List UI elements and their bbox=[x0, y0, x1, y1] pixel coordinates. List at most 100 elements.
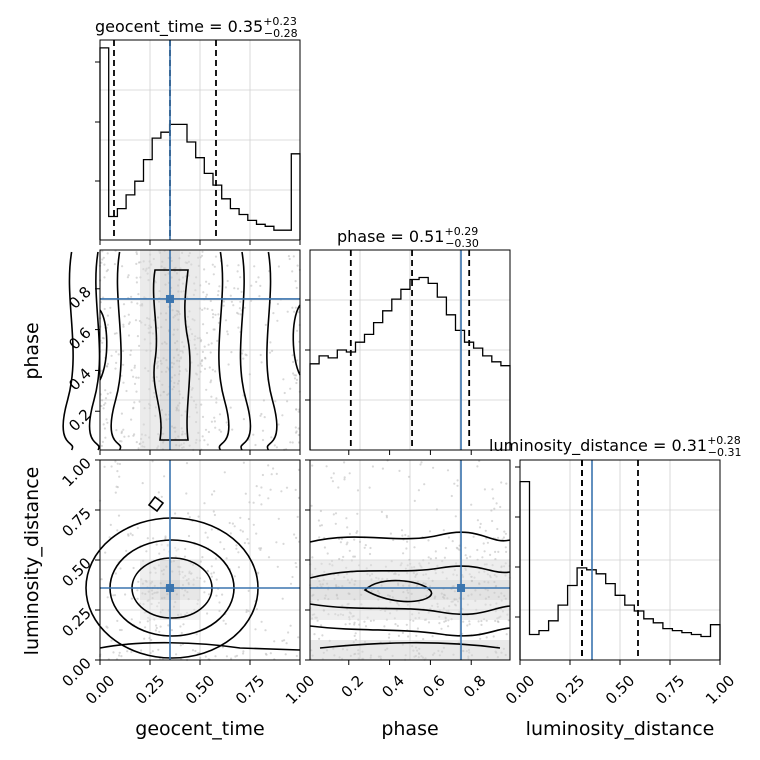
sample-point bbox=[114, 367, 117, 370]
sample-point bbox=[163, 475, 166, 478]
sample-point bbox=[135, 251, 138, 254]
sample-point bbox=[241, 530, 244, 533]
sample-point bbox=[297, 636, 300, 639]
sample-point bbox=[207, 430, 210, 434]
sample-point bbox=[122, 323, 125, 326]
density-cell bbox=[490, 580, 510, 600]
x-tick-label-luminosity_distance: 0.75 bbox=[652, 672, 688, 708]
density-cell bbox=[370, 600, 390, 620]
sample-point bbox=[144, 626, 147, 629]
density-cell bbox=[180, 250, 200, 270]
sample-point bbox=[277, 423, 280, 426]
sample-point bbox=[225, 655, 228, 658]
sample-point bbox=[217, 290, 220, 293]
sample-point bbox=[294, 562, 297, 565]
sample-point bbox=[285, 642, 288, 645]
sample-point bbox=[240, 290, 243, 293]
sample-point bbox=[274, 400, 277, 403]
density-cell bbox=[180, 310, 200, 330]
sample-point bbox=[212, 510, 215, 513]
sample-point bbox=[226, 279, 229, 283]
sample-point bbox=[200, 254, 204, 257]
sample-point bbox=[160, 495, 163, 498]
sample-point bbox=[101, 250, 104, 253]
sample-point bbox=[297, 410, 300, 413]
sample-point bbox=[464, 554, 467, 557]
sample-point bbox=[443, 556, 446, 559]
sample-point bbox=[445, 547, 448, 550]
sample-point bbox=[480, 623, 483, 627]
sample-point bbox=[282, 542, 285, 546]
sample-point bbox=[435, 508, 438, 511]
sample-point bbox=[469, 555, 472, 558]
sample-point bbox=[253, 265, 256, 268]
sample-point bbox=[106, 421, 109, 424]
sample-point bbox=[204, 356, 207, 359]
contour-line bbox=[292, 304, 301, 376]
sample-point bbox=[212, 313, 215, 316]
sample-point bbox=[205, 280, 208, 283]
sample-point bbox=[281, 414, 284, 417]
sample-point bbox=[442, 529, 445, 532]
density-cell bbox=[330, 560, 350, 580]
sample-point bbox=[385, 516, 388, 519]
sample-point bbox=[295, 408, 298, 411]
sample-point bbox=[191, 649, 195, 652]
sample-point bbox=[110, 354, 113, 357]
density-cell bbox=[330, 640, 350, 660]
sample-point bbox=[400, 529, 404, 532]
sample-point bbox=[295, 654, 298, 658]
sample-point bbox=[208, 282, 211, 285]
sample-point bbox=[348, 549, 351, 552]
density-cell bbox=[390, 600, 410, 620]
sample-point bbox=[476, 548, 479, 552]
sample-point bbox=[282, 378, 285, 381]
sample-point bbox=[132, 434, 135, 437]
sample-point bbox=[297, 468, 300, 471]
sample-point bbox=[343, 461, 346, 464]
sample-point bbox=[339, 541, 342, 544]
sample-point bbox=[225, 557, 228, 560]
density-cell bbox=[370, 640, 390, 660]
sample-point bbox=[268, 351, 272, 354]
sample-point bbox=[106, 314, 109, 317]
sample-point bbox=[255, 532, 258, 535]
sample-point bbox=[353, 555, 356, 558]
sample-point bbox=[277, 265, 280, 268]
sample-point bbox=[102, 296, 105, 299]
sample-point bbox=[215, 594, 218, 597]
sample-point bbox=[118, 651, 121, 654]
sample-point bbox=[198, 651, 201, 655]
sample-point bbox=[364, 544, 367, 547]
sample-point bbox=[157, 648, 160, 651]
sample-point bbox=[154, 629, 157, 632]
density-cell bbox=[140, 290, 160, 310]
sample-point bbox=[103, 263, 106, 266]
sample-point bbox=[334, 512, 338, 515]
sample-point bbox=[211, 316, 215, 319]
sample-point bbox=[346, 541, 349, 544]
sample-point bbox=[316, 619, 319, 622]
sample-point bbox=[331, 480, 334, 483]
density-cell bbox=[310, 580, 330, 600]
sample-point bbox=[229, 532, 232, 535]
xlabel-phase: phase bbox=[381, 718, 438, 740]
sample-point bbox=[242, 650, 245, 653]
sample-point bbox=[104, 397, 108, 400]
sample-point bbox=[276, 302, 279, 306]
sample-point bbox=[122, 363, 125, 366]
sample-point bbox=[398, 469, 401, 472]
contour-line bbox=[88, 251, 101, 451]
sample-point bbox=[383, 625, 386, 628]
sample-point bbox=[182, 623, 185, 626]
x-tick-label-phase: 0.6 bbox=[419, 672, 449, 702]
sample-point bbox=[470, 503, 473, 506]
sample-point bbox=[211, 308, 214, 312]
sample-point bbox=[484, 529, 487, 532]
sample-point bbox=[155, 626, 158, 630]
sample-point bbox=[252, 433, 255, 436]
sample-point bbox=[120, 628, 123, 632]
sample-point bbox=[481, 556, 484, 559]
x-tick-label-phase: 0.4 bbox=[378, 672, 408, 702]
sample-point bbox=[204, 531, 207, 534]
